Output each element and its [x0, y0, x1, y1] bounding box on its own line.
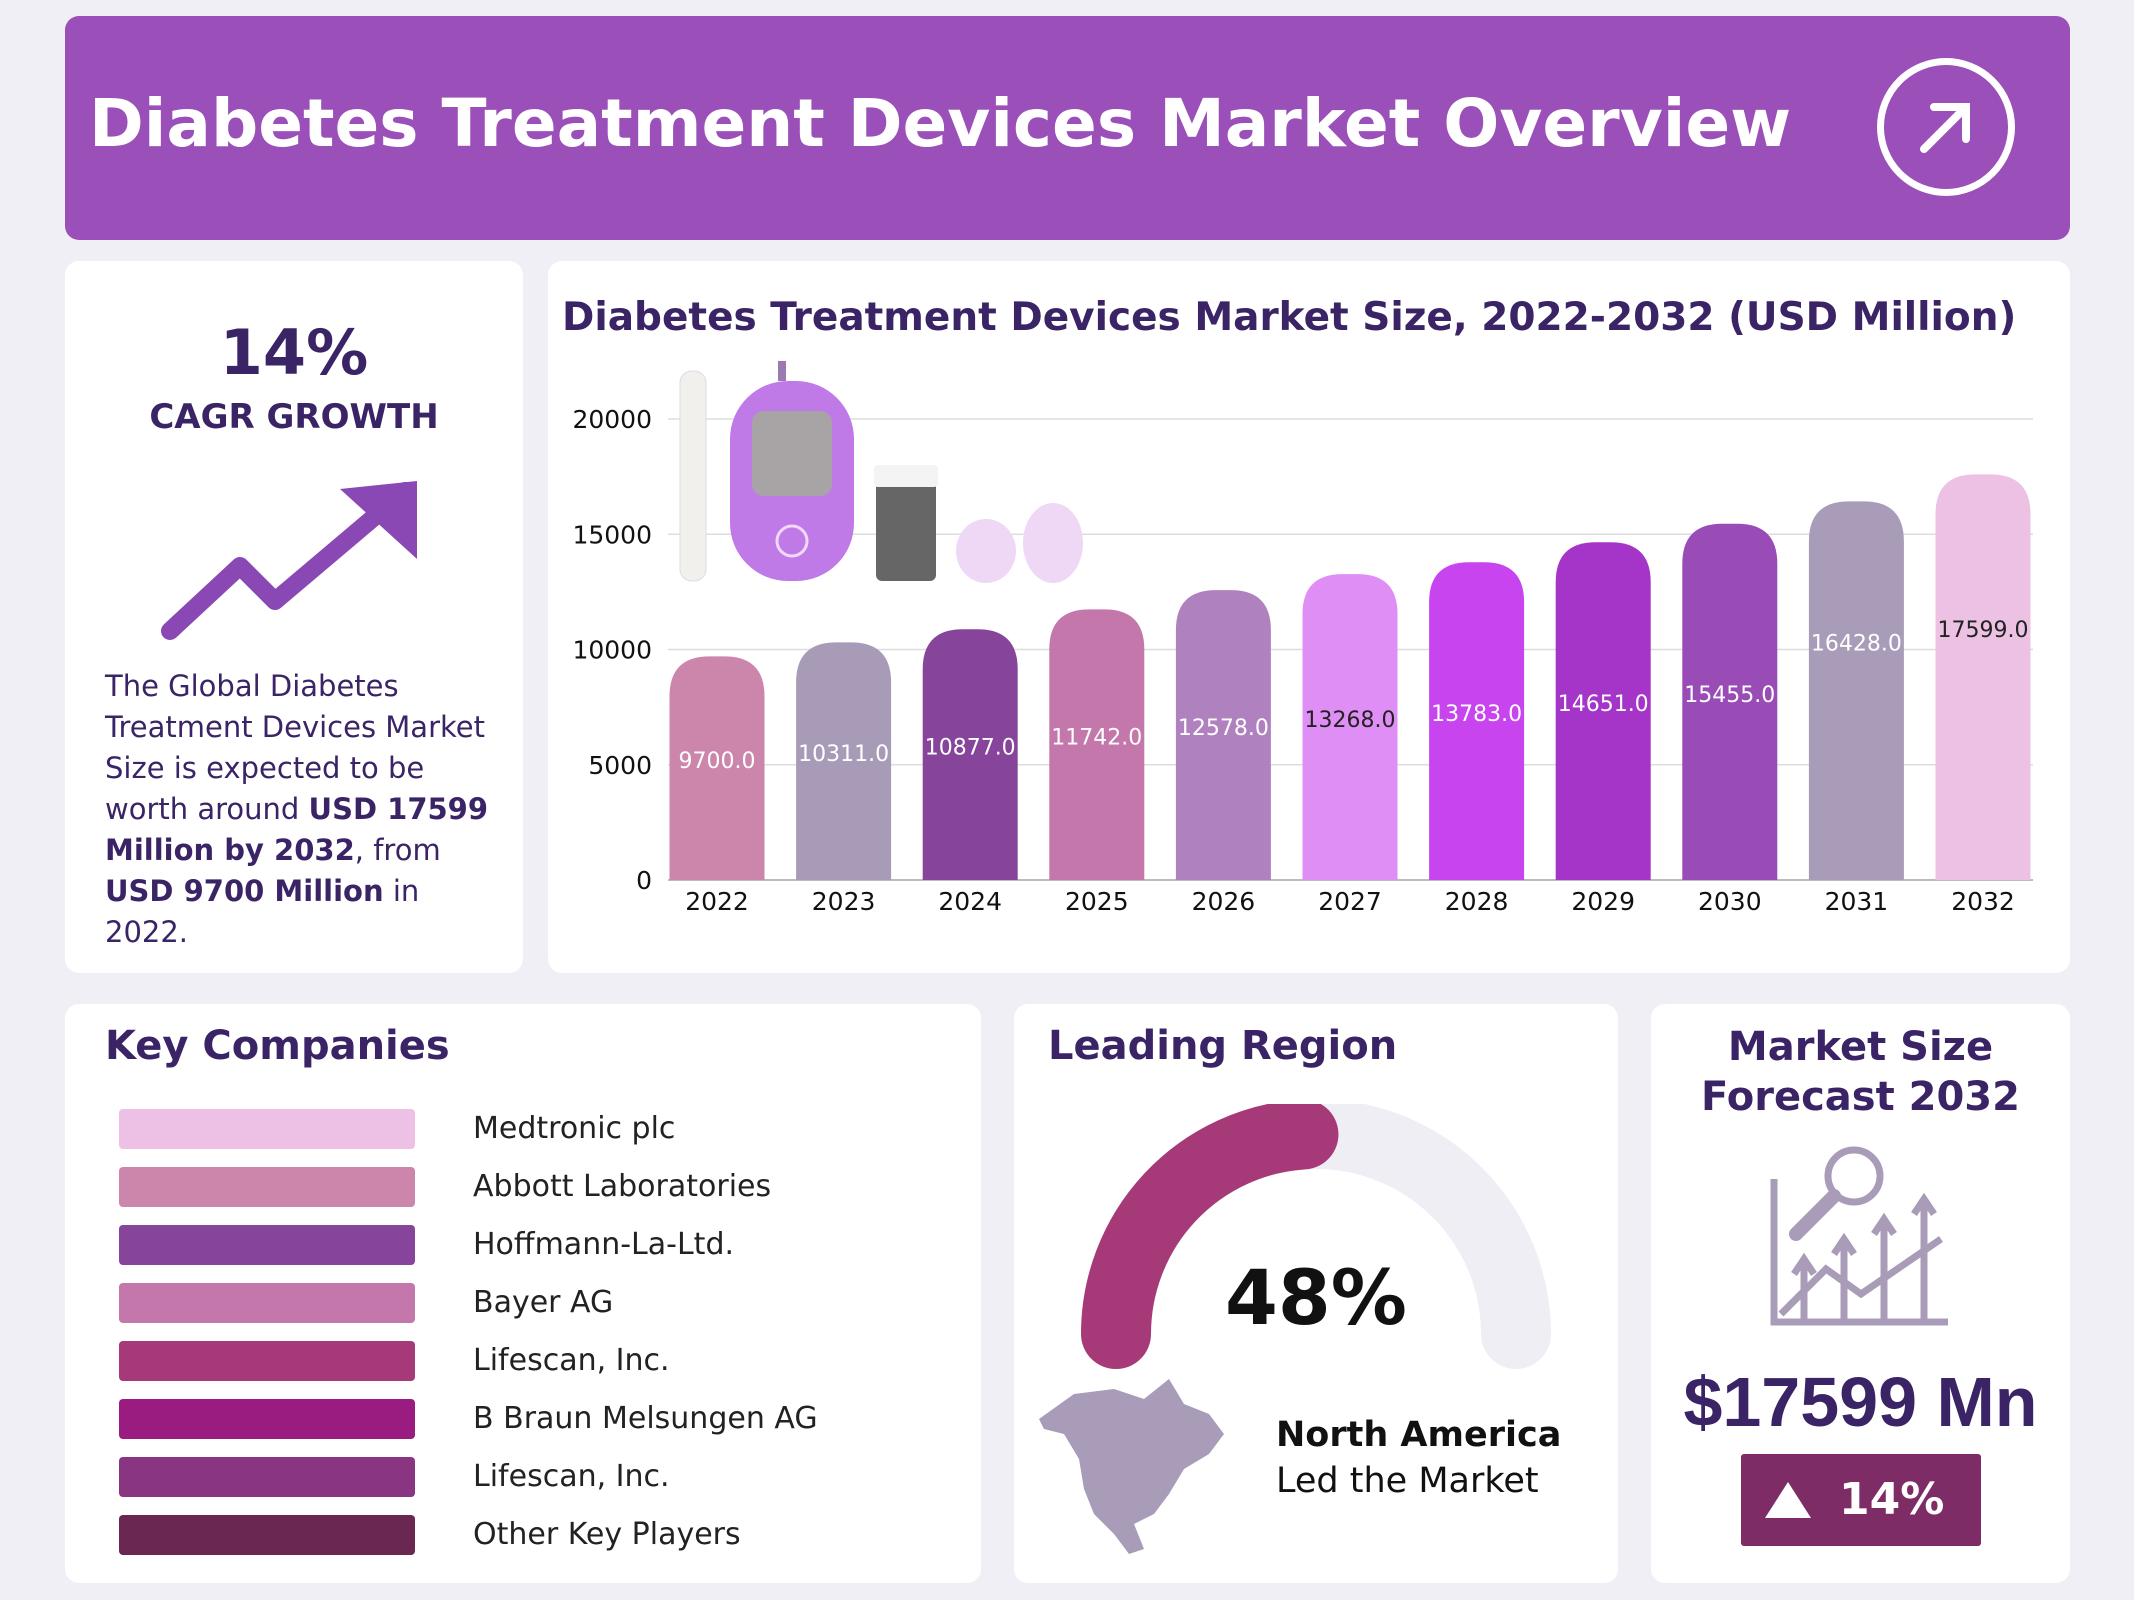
x-tick-label: 2029 [1571, 887, 1635, 916]
chart-title: Diabetes Treatment Devices Market Size, … [562, 295, 2017, 340]
data-label: 10877.0 [925, 736, 1016, 761]
y-tick-label: 0 [636, 866, 652, 895]
x-tick-label: 2022 [685, 887, 749, 916]
leading-region-title: Leading Region [1048, 1023, 1398, 1069]
bar-2028 [1429, 562, 1525, 880]
company-name: Bayer AG [473, 1285, 614, 1320]
company-color-swatch [119, 1341, 415, 1381]
data-label: 12578.0 [1178, 716, 1269, 741]
y-tick-label: 20000 [572, 405, 652, 434]
key-companies-card: Key Companies Medtronic plc Abbott Labora… [65, 1004, 981, 1583]
company-name: B Braun Melsungen AG [473, 1401, 818, 1436]
data-label: 15455.0 [1684, 683, 1775, 708]
data-label: 9700.0 [679, 749, 756, 774]
y-tick-label: 10000 [572, 636, 652, 665]
company-name: Other Key Players [473, 1517, 741, 1552]
company-name: Abbott Laboratories [473, 1169, 772, 1204]
bar-chart: 0 5000 10000 15000 20000 9700.0 2022 10311.0 202… [572, 405, 2033, 916]
x-tick-label: 2025 [1065, 887, 1129, 916]
triangle-up-icon [1765, 1482, 1811, 1518]
header-banner: Diabetes Treatment Devices Market Overvi… [65, 16, 2070, 240]
x-tick-label: 2031 [1825, 887, 1889, 916]
bar-2024 [922, 629, 1018, 880]
company-color-swatch [119, 1109, 415, 1149]
cagr-value: 14% [219, 316, 369, 389]
bar-2026 [1175, 590, 1271, 880]
growth-value: 14% [1839, 1474, 1945, 1525]
company-name: Hoffmann-La-Ltd. [473, 1227, 735, 1262]
region-share-value: 48% [1225, 1253, 1407, 1342]
bar-2025 [1049, 609, 1145, 880]
trend-up-arrow-icon [161, 481, 417, 640]
leading-region-card: Leading Region 48% North America Led the… [1014, 1004, 1618, 1583]
market-size-chart-card: Diabetes Treatment Devices Market Size, … [548, 261, 2070, 973]
north-america-map-icon [1039, 1379, 1224, 1554]
forecast-title-line1: Market Size [1727, 1024, 1994, 1070]
x-tick-label: 2027 [1318, 887, 1382, 916]
bar-2027 [1302, 574, 1398, 880]
x-tick-label: 2032 [1951, 887, 2015, 916]
company-name: Lifescan, Inc. [473, 1343, 670, 1378]
bar-2030 [1682, 523, 1778, 880]
arrow-up-right-icon[interactable] [1877, 58, 2015, 196]
company-color-swatch [119, 1515, 415, 1555]
x-tick-label: 2030 [1698, 887, 1762, 916]
company-color-swatch [119, 1399, 415, 1439]
growth-badge: 14% [1741, 1454, 1981, 1546]
y-tick-label: 5000 [588, 751, 652, 780]
market-analysis-chart-icon [1770, 1146, 1948, 1326]
company-name: Lifescan, Inc. [473, 1459, 670, 1494]
data-label: 17599.0 [1938, 618, 2029, 643]
company-color-swatch [119, 1225, 415, 1265]
forecast-value: $17599 Mn [1683, 1363, 2038, 1441]
cagr-card: 14% CAGR GROWTH The Global Diabetes Trea… [65, 261, 523, 973]
data-label: 13268.0 [1305, 708, 1396, 733]
glucose-meter-devices-icon [679, 361, 1083, 583]
x-tick-label: 2023 [812, 887, 876, 916]
data-label: 16428.0 [1811, 632, 1902, 657]
x-tick-label: 2024 [938, 887, 1002, 916]
data-label: 10311.0 [798, 742, 889, 767]
forecast-title-line2: Forecast 2032 [1701, 1074, 2020, 1120]
company-color-swatch [119, 1283, 415, 1323]
company-color-swatch [119, 1457, 415, 1497]
bar-2022 [669, 656, 765, 880]
data-label: 14651.0 [1558, 692, 1649, 717]
bar-2032 [1935, 474, 2031, 880]
market-forecast-card: Market Size Forecast 2032 $17599 Mn 14% [1651, 1004, 2070, 1583]
key-companies-title: Key Companies [105, 1023, 450, 1069]
region-caption: Led the Market [1276, 1461, 1539, 1501]
data-label: 11742.0 [1051, 726, 1142, 751]
company-name: Medtronic plc [473, 1111, 676, 1146]
region-name: North America [1276, 1415, 1562, 1455]
y-tick-label: 15000 [572, 520, 652, 549]
gauge-fill [1081, 1104, 1339, 1369]
cagr-label: CAGR GROWTH [149, 397, 439, 437]
page-title: Diabetes Treatment Devices Market Overvi… [89, 85, 1792, 162]
bar-2029 [1555, 542, 1651, 880]
company-color-swatch [119, 1167, 415, 1207]
bar-2023 [796, 642, 892, 880]
x-tick-label: 2026 [1192, 887, 1256, 916]
cagr-description: The Global Diabetes Treatment Devices Ma… [105, 669, 489, 949]
x-tick-label: 2028 [1445, 887, 1509, 916]
bar-2031 [1808, 501, 1904, 880]
region-share-gauge [1081, 1104, 1551, 1369]
data-label: 13783.0 [1431, 702, 1522, 727]
